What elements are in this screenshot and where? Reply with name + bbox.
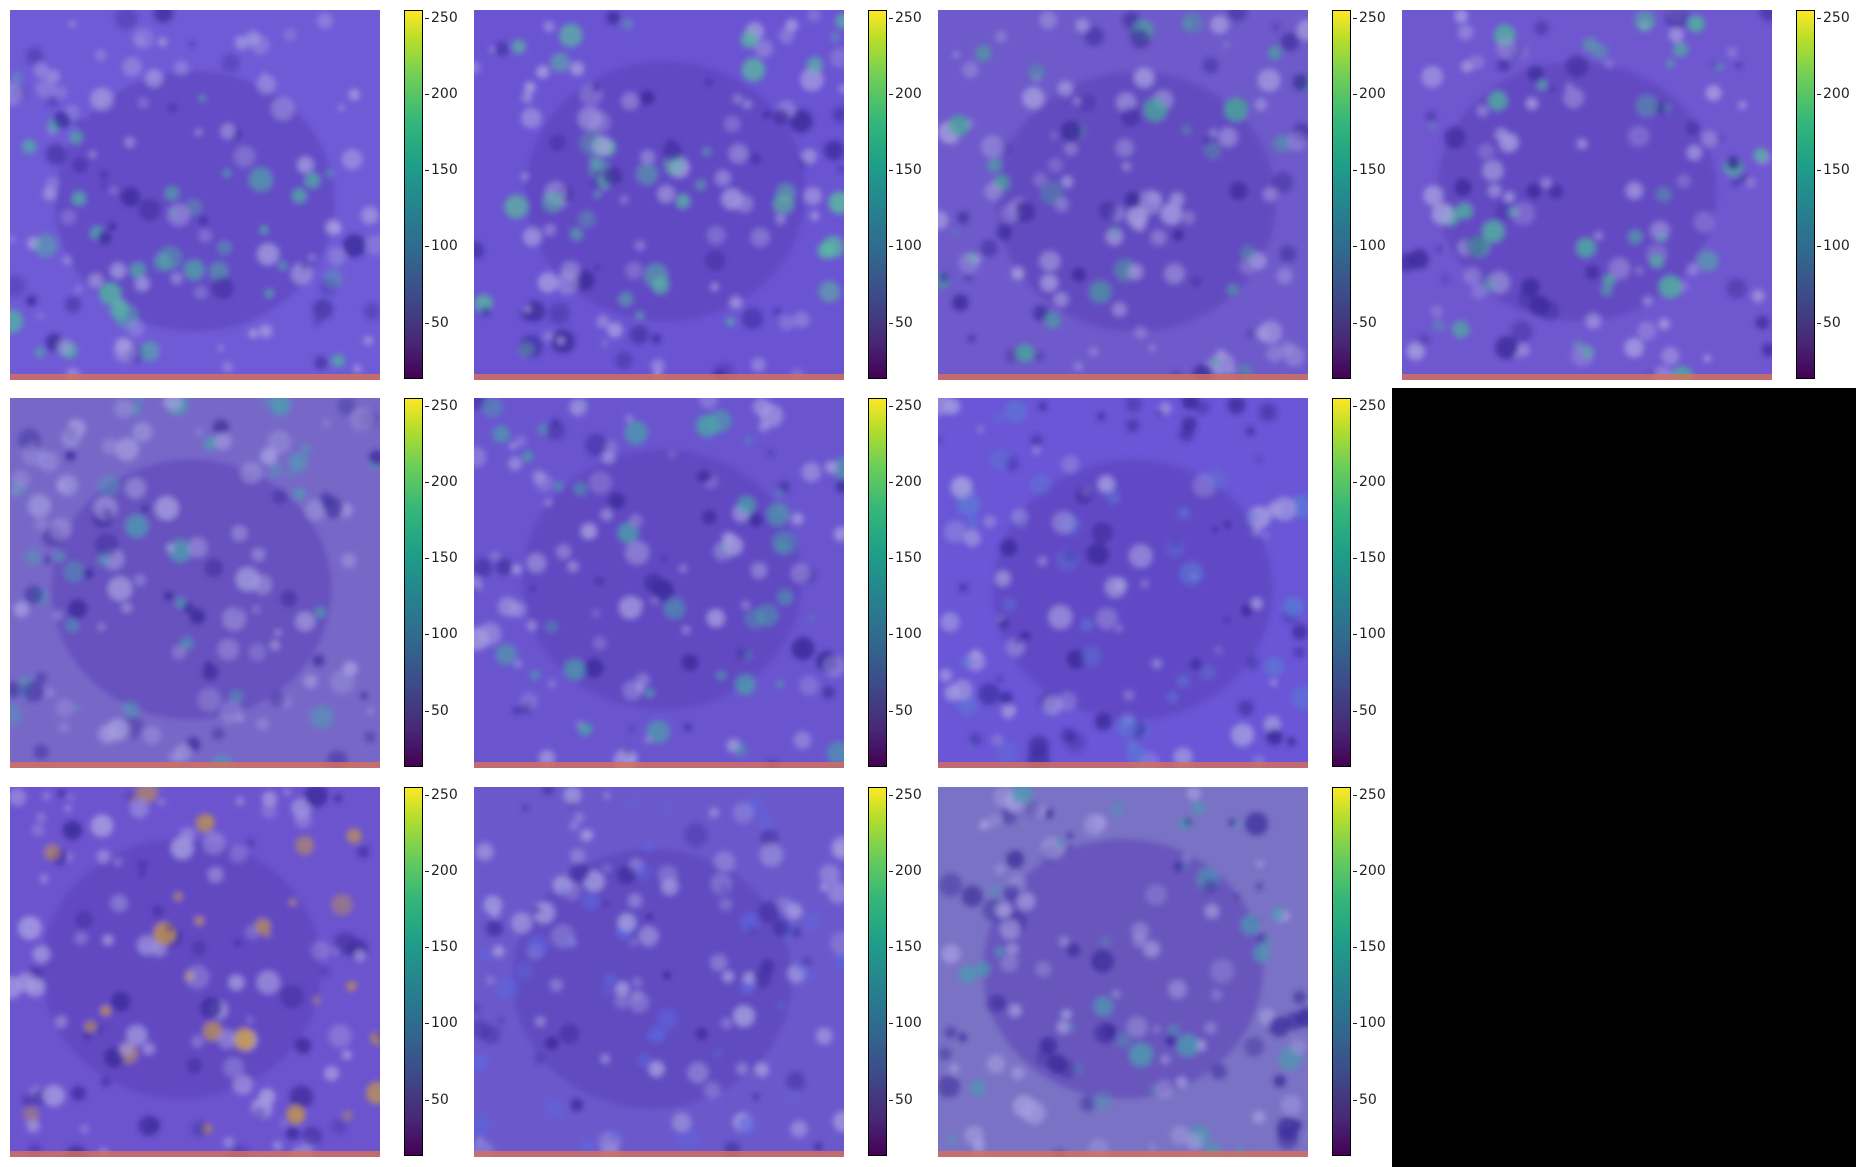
colorbar — [1332, 10, 1351, 379]
colorbar-tick-label: 100 — [889, 626, 922, 643]
colorbar-tick-label: 150 — [1353, 162, 1386, 179]
colorbar — [1796, 10, 1815, 379]
colorbar-tick-label: 100 — [889, 238, 922, 255]
colorbar — [1332, 398, 1351, 767]
colorbar-tick-label: 200 — [1353, 862, 1386, 879]
heatmap-panel — [474, 787, 844, 1157]
colorbar-tick-label: 200 — [1353, 473, 1386, 490]
colorbar-tick-label: 100 — [1353, 626, 1386, 643]
heatmap-panel — [474, 10, 844, 380]
tissue-overlay-image — [474, 10, 844, 380]
colorbar-tick-label: 150 — [425, 939, 458, 956]
colorbar-tick-label: 150 — [889, 939, 922, 956]
colorbar-tick-label: 100 — [425, 1015, 458, 1032]
colorbar-tick-label: 50 — [425, 702, 449, 719]
colorbar — [1332, 787, 1351, 1156]
colorbar-tick-label: 250 — [425, 786, 458, 803]
colorbar-tick-label: 100 — [1353, 1015, 1386, 1032]
heatmap-panel — [1402, 10, 1772, 380]
colorbar-tick-label: 50 — [1353, 1091, 1377, 1108]
colorbar-tick-label: 250 — [1817, 9, 1850, 26]
colorbar-tick-label: 200 — [889, 85, 922, 102]
tissue-overlay-image — [10, 787, 380, 1157]
colorbar-tick-label: 100 — [425, 626, 458, 643]
tissue-overlay-image — [1402, 10, 1772, 380]
empty-black-panel — [1392, 388, 1856, 1167]
colorbar-tick-label: 50 — [425, 1091, 449, 1108]
colorbar-tick-label: 50 — [1353, 314, 1377, 331]
tissue-overlay-image — [10, 10, 380, 380]
heatmap-panel — [938, 10, 1308, 380]
colorbar-tick-label: 200 — [425, 862, 458, 879]
colorbar — [404, 398, 423, 767]
colorbar-tick-label: 100 — [889, 1015, 922, 1032]
colorbar-tick-label: 250 — [889, 397, 922, 414]
colorbar — [868, 398, 887, 767]
tissue-overlay-image — [938, 10, 1308, 380]
colorbar — [404, 787, 423, 1156]
colorbar-tick-label: 50 — [1353, 702, 1377, 719]
colorbar-tick-label: 150 — [425, 550, 458, 567]
tissue-overlay-image — [10, 398, 380, 768]
heatmap-panel — [938, 787, 1308, 1157]
colorbar-tick-label: 150 — [1353, 550, 1386, 567]
colorbar-tick-label: 150 — [889, 162, 922, 179]
colorbar — [868, 10, 887, 379]
colorbar-tick-label: 250 — [889, 9, 922, 26]
colorbar — [404, 10, 423, 379]
colorbar-tick-label: 200 — [425, 473, 458, 490]
colorbar-tick-label: 200 — [889, 862, 922, 879]
colorbar-tick-label: 200 — [1817, 85, 1850, 102]
colorbar-tick-label: 200 — [1353, 85, 1386, 102]
heatmap-panel — [10, 787, 380, 1157]
colorbar-tick-label: 50 — [889, 702, 913, 719]
colorbar-tick-label: 100 — [1817, 238, 1850, 255]
colorbar-tick-label: 100 — [425, 238, 458, 255]
colorbar-tick-label: 150 — [425, 162, 458, 179]
colorbar-tick-label: 100 — [1353, 238, 1386, 255]
colorbar-tick-label: 250 — [889, 786, 922, 803]
colorbar-tick-label: 250 — [425, 9, 458, 26]
colorbar-tick-label: 250 — [1353, 786, 1386, 803]
tissue-overlay-image — [474, 787, 844, 1157]
colorbar-tick-label: 150 — [1817, 162, 1850, 179]
colorbar-tick-label: 150 — [889, 550, 922, 567]
colorbar-tick-label: 250 — [1353, 9, 1386, 26]
heatmap-panel — [938, 398, 1308, 768]
heatmap-panel — [10, 398, 380, 768]
colorbar-tick-label: 250 — [425, 397, 458, 414]
heatmap-panel — [10, 10, 380, 380]
colorbar-tick-label: 50 — [889, 314, 913, 331]
tissue-overlay-image — [474, 398, 844, 768]
colorbar-tick-label: 50 — [889, 1091, 913, 1108]
colorbar-tick-label: 50 — [425, 314, 449, 331]
colorbar — [868, 787, 887, 1156]
colorbar-tick-label: 50 — [1817, 314, 1841, 331]
colorbar-tick-label: 250 — [1353, 397, 1386, 414]
colorbar-tick-label: 200 — [425, 85, 458, 102]
tissue-overlay-image — [938, 398, 1308, 768]
tissue-overlay-image — [938, 787, 1308, 1157]
colorbar-tick-label: 200 — [889, 473, 922, 490]
heatmap-panel — [474, 398, 844, 768]
colorbar-tick-label: 150 — [1353, 939, 1386, 956]
